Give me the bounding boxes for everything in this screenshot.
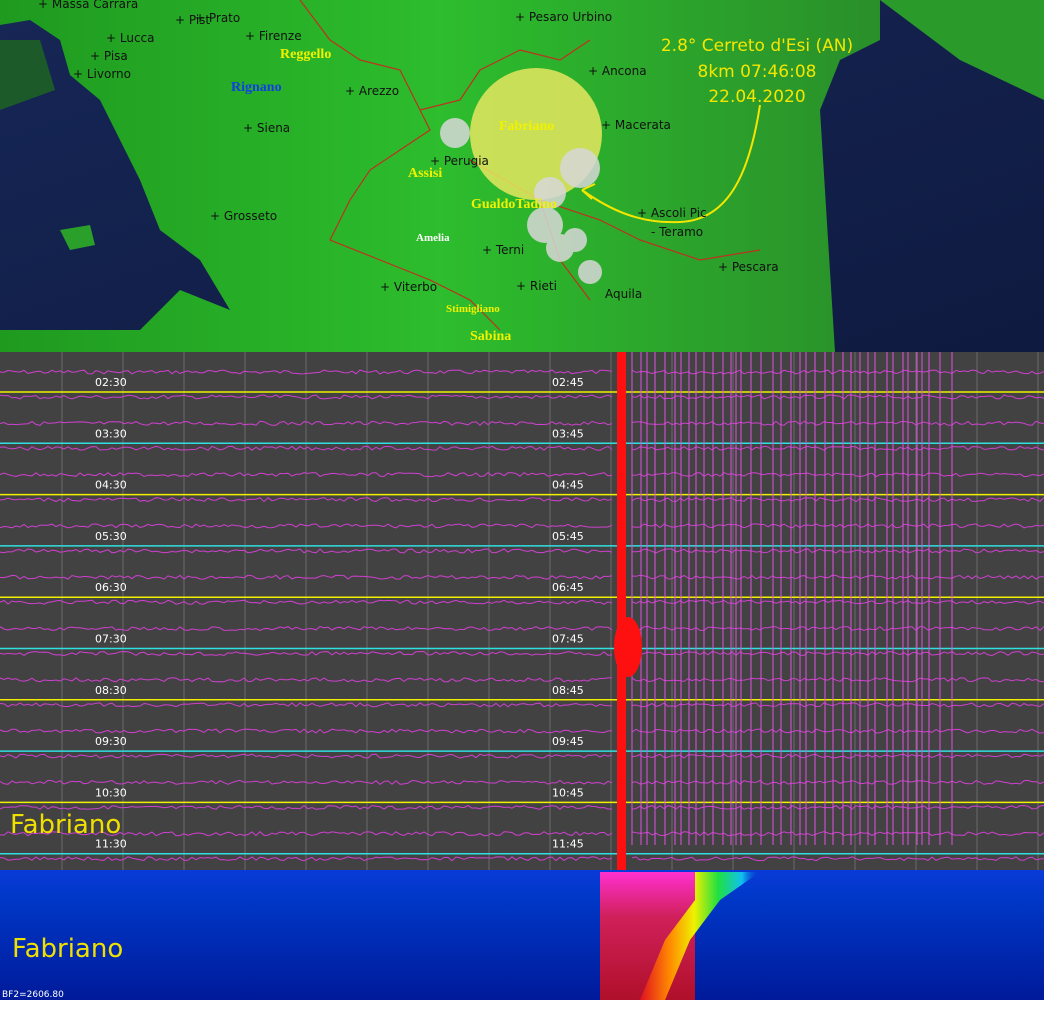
city-label: + Macerata bbox=[601, 118, 671, 132]
time-label: 03:30 bbox=[95, 427, 127, 440]
land-dark bbox=[0, 40, 55, 110]
city-label: + Livorno bbox=[73, 67, 131, 81]
time-label: 10:30 bbox=[95, 786, 127, 799]
borders bbox=[299, 0, 761, 331]
time-label: 11:45 bbox=[552, 838, 584, 851]
time-label: 08:45 bbox=[552, 684, 584, 697]
time-label: 10:45 bbox=[552, 786, 584, 799]
spectrogram: BF2=2606.80 Fabriano bbox=[0, 870, 1044, 1015]
spectrogram-info: BF2=2606.80 bbox=[2, 990, 64, 1000]
trace bbox=[0, 420, 1044, 426]
trace bbox=[0, 856, 1044, 862]
land bbox=[0, 0, 880, 352]
spectrogram-station: Fabriano bbox=[12, 934, 123, 964]
annotation: 2.8° Cerreto d'Esi (AN) bbox=[661, 36, 853, 56]
city-label: + Rieti bbox=[516, 279, 557, 293]
annotation: 22.04.2020 bbox=[708, 87, 805, 107]
city-label: + Pist bbox=[175, 13, 210, 27]
city-label: - Teramo bbox=[651, 225, 703, 239]
time-label: 07:45 bbox=[552, 633, 584, 646]
trace bbox=[0, 523, 1044, 529]
quake bbox=[527, 207, 563, 243]
city-label: + Siena bbox=[243, 121, 290, 135]
trace bbox=[0, 804, 1044, 810]
trace bbox=[0, 574, 1044, 580]
station-label: Stimigliano bbox=[446, 303, 500, 315]
trace bbox=[0, 702, 1044, 708]
city-label: Aquila bbox=[605, 287, 642, 301]
trace bbox=[0, 599, 1044, 605]
quake bbox=[440, 118, 470, 148]
trace bbox=[0, 650, 1044, 657]
time-label: 07:30 bbox=[95, 633, 127, 646]
city-label: + Massa Carrara bbox=[38, 0, 138, 11]
croatia bbox=[880, 0, 1044, 100]
city-label: + Perugia bbox=[430, 154, 489, 168]
station-label: GualdoTadino bbox=[471, 197, 557, 212]
city-label: + Terni bbox=[482, 243, 524, 257]
quake bbox=[560, 148, 600, 188]
trace bbox=[0, 728, 1044, 734]
city-label: + Ancona bbox=[588, 64, 647, 78]
quake bbox=[578, 260, 602, 284]
island bbox=[60, 225, 95, 250]
quake bbox=[534, 177, 566, 209]
main-event bbox=[617, 352, 626, 870]
pointer-arrow bbox=[581, 104, 761, 224]
spectrogram-bg bbox=[0, 870, 1044, 1000]
city-label: + Pisa bbox=[90, 49, 128, 63]
station-label: Reggello bbox=[280, 47, 331, 62]
station-label: Amelia bbox=[416, 232, 450, 244]
city-label: + Pescara bbox=[718, 260, 779, 274]
city-label: + Ascoli Pic bbox=[637, 206, 707, 220]
station-label: Sabina bbox=[470, 329, 511, 344]
trace bbox=[0, 369, 1044, 375]
x-axis-bg bbox=[0, 1000, 1044, 1015]
time-label: 06:45 bbox=[552, 581, 584, 594]
time-label: 05:30 bbox=[95, 530, 127, 543]
time-label: 11:30 bbox=[95, 838, 127, 851]
quake bbox=[563, 228, 587, 252]
trace bbox=[0, 677, 1044, 683]
trace bbox=[0, 779, 1044, 786]
station-label: Rignano bbox=[231, 80, 282, 95]
city-label: + Firenze bbox=[245, 29, 302, 43]
station-label: Fabriano bbox=[499, 119, 554, 134]
station-label: Assisi bbox=[408, 166, 442, 181]
time-label: 05:45 bbox=[552, 530, 584, 543]
time-label: 04:30 bbox=[95, 479, 127, 492]
station-label: Fabriano bbox=[10, 810, 121, 840]
trace bbox=[0, 471, 1044, 478]
map: + Massa Carrara + Pist+ Prato + Firenze + L… bbox=[0, 0, 1044, 352]
trace bbox=[0, 753, 1044, 759]
time-label: 06:30 bbox=[95, 581, 127, 594]
spectrogram-decay bbox=[640, 872, 760, 1000]
city-label: + Viterbo bbox=[380, 280, 437, 294]
time-label: 02:45 bbox=[552, 376, 584, 389]
trace bbox=[0, 394, 1044, 400]
trace bbox=[0, 831, 1044, 837]
event-burst bbox=[614, 617, 642, 677]
annotation: 8km 07:46:08 bbox=[698, 62, 817, 82]
city-label: + Pesaro Urbino bbox=[515, 10, 612, 24]
city-label: + Grosseto bbox=[210, 209, 277, 223]
time-label: 03:45 bbox=[552, 427, 584, 440]
arrow-head bbox=[581, 183, 596, 200]
trace bbox=[0, 625, 1044, 632]
trace bbox=[0, 445, 1044, 451]
city-label: + Arezzo bbox=[345, 84, 399, 98]
time-label: 09:45 bbox=[552, 735, 584, 748]
time-label: 08:30 bbox=[95, 684, 127, 697]
seismogram: 02:30 02:45 03:30 03:45 04:30 04:45 05:30 05:45… bbox=[0, 352, 1044, 870]
city-label: + Prato bbox=[195, 11, 240, 25]
time-label: 04:45 bbox=[552, 479, 584, 492]
time-label: 02:30 bbox=[95, 376, 127, 389]
city-label: + Lucca bbox=[106, 31, 155, 45]
time-label: 09:30 bbox=[95, 735, 127, 748]
trace bbox=[0, 497, 1044, 503]
trace bbox=[0, 548, 1044, 554]
